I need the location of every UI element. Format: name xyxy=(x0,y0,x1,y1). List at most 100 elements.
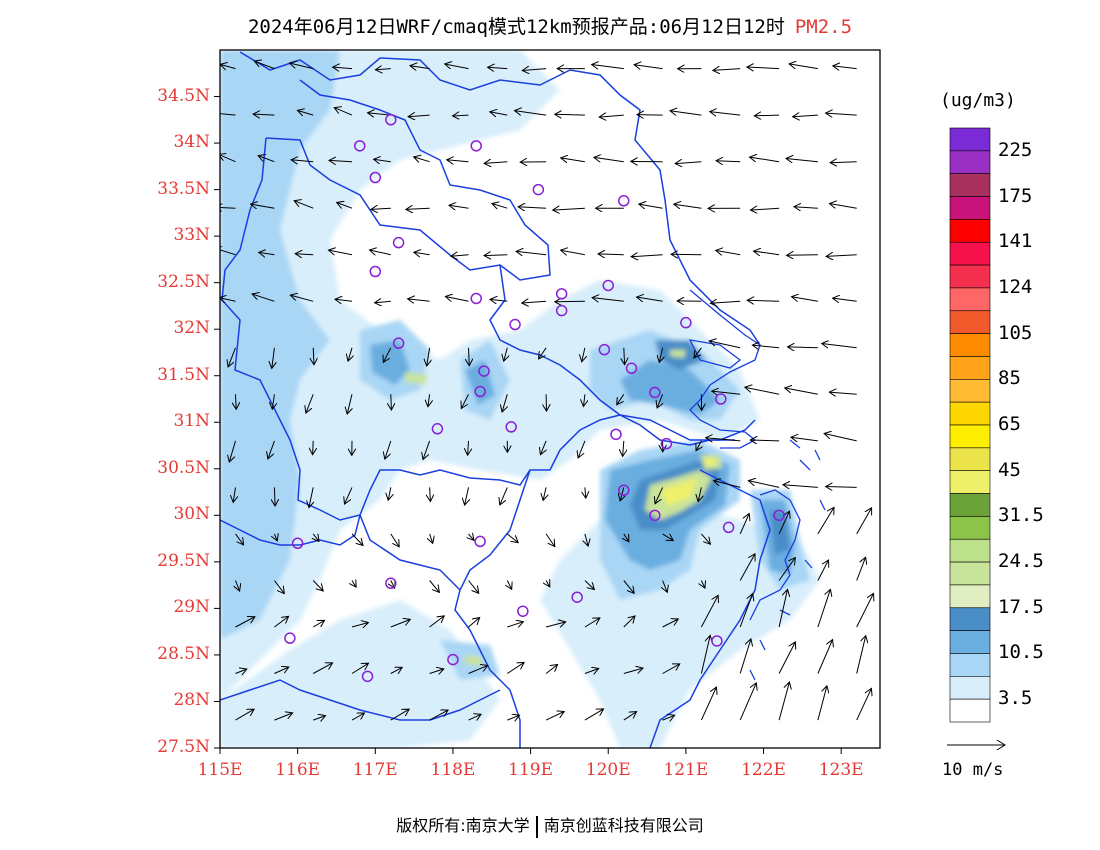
wind-arrow xyxy=(585,487,586,498)
wind-arrow xyxy=(329,160,353,161)
station-marker xyxy=(354,140,366,152)
wind-arrow xyxy=(312,663,332,674)
wind-arrow xyxy=(739,683,756,721)
wind-arrow xyxy=(555,114,585,115)
station-marker xyxy=(680,316,692,329)
station-marker xyxy=(392,337,405,349)
wind-arrow xyxy=(391,394,392,410)
wind-arrow xyxy=(833,298,857,301)
wind-arrow xyxy=(856,636,866,674)
lon-label: 115E xyxy=(197,760,243,780)
wind-arrow xyxy=(414,157,430,162)
wind-arrow xyxy=(368,113,391,115)
wind-arrow xyxy=(468,580,479,594)
wind-arrow xyxy=(274,534,277,541)
colorbar-segment xyxy=(949,447,991,471)
wind-arrow xyxy=(663,580,668,593)
wind-arrow xyxy=(490,299,508,301)
wind-arrow xyxy=(659,347,662,363)
wind-arrow xyxy=(739,514,749,535)
wind-arrow xyxy=(698,487,701,501)
footer-right: 南京创蓝科技有限公司 xyxy=(543,816,704,835)
colorbar-segment xyxy=(949,333,991,357)
wind-arrow xyxy=(406,208,430,209)
plot-frame xyxy=(219,49,881,749)
colorbar-label: 105 xyxy=(998,321,1033,344)
colorbar-segment xyxy=(949,584,991,609)
wind-arrow xyxy=(592,298,624,302)
wind-arrow xyxy=(783,485,818,488)
wind-arrow xyxy=(515,111,547,116)
wind-arrow xyxy=(545,622,566,627)
wind-arrow xyxy=(408,299,430,301)
wind-arrow xyxy=(488,67,508,68)
lon-label: 117E xyxy=(352,760,398,780)
wind-arrow xyxy=(229,440,236,462)
wind-arrow xyxy=(675,162,702,164)
wind-arrow xyxy=(624,347,625,365)
wind-arrow xyxy=(274,616,288,628)
colorbar-segment xyxy=(949,516,991,540)
station-marker xyxy=(722,521,735,534)
wind-arrow xyxy=(701,581,705,589)
wind-arrow xyxy=(706,438,741,441)
colorbar-segment xyxy=(949,310,991,334)
wind-arrow xyxy=(500,487,508,505)
colorbar-segment xyxy=(949,150,991,174)
colorbar xyxy=(949,127,991,723)
wind-arrow xyxy=(447,160,469,162)
colorbar-label: 225 xyxy=(998,138,1033,161)
wind-arrow xyxy=(297,110,314,115)
lat-label: 28.5N xyxy=(157,643,210,664)
wind-arrow xyxy=(408,115,430,117)
colorbar-segment xyxy=(949,196,991,220)
wind-arrow xyxy=(822,344,857,348)
wind-arrow xyxy=(423,440,431,460)
wind-arrow xyxy=(445,64,469,69)
wind-arrow xyxy=(236,580,240,592)
wind-arrow xyxy=(662,664,680,674)
station-marker xyxy=(532,183,545,196)
wind-arrow xyxy=(429,669,444,674)
wind-arrow xyxy=(313,534,319,541)
wind-arrow xyxy=(220,207,236,208)
wind-arrow xyxy=(233,487,235,502)
wind-arrow xyxy=(700,635,710,674)
station-marker xyxy=(660,437,673,450)
lon-label: 119E xyxy=(508,760,553,780)
wind-arrow xyxy=(312,580,323,592)
wind-arrow xyxy=(451,255,469,257)
wind-arrow xyxy=(788,347,818,348)
lat-label: 30.5N xyxy=(157,457,210,478)
footer-divider xyxy=(535,815,538,838)
wind-arrow xyxy=(655,487,664,503)
wind-arrow xyxy=(584,580,595,590)
footer-left: 版权所有:南京大学 xyxy=(396,816,530,835)
wind-arrow xyxy=(750,157,780,163)
wind-arrow xyxy=(465,487,469,505)
wind-arrow xyxy=(623,440,624,457)
lat-label: 33N xyxy=(173,225,210,246)
wind-arrow xyxy=(617,394,625,405)
wind-arrow xyxy=(856,688,872,721)
wind-arrow xyxy=(348,347,352,361)
wind-arrow xyxy=(662,715,675,720)
wind-arrow xyxy=(220,298,236,302)
station-marker xyxy=(361,670,374,683)
wind-arrow xyxy=(739,594,753,628)
lat-label: 34N xyxy=(173,132,210,153)
colorbar-segment xyxy=(949,356,991,380)
wind-arrow xyxy=(789,64,818,70)
wind-arrow xyxy=(829,392,857,394)
wind-arrow xyxy=(351,533,363,546)
wind-arrow xyxy=(313,347,314,365)
colorbar-label: 175 xyxy=(998,184,1033,207)
station-marker xyxy=(517,605,529,617)
wind-arrow xyxy=(599,115,624,117)
wind-arrow xyxy=(694,347,702,358)
station-marker xyxy=(618,195,630,207)
wind-arrow xyxy=(294,201,314,209)
wind-arrow xyxy=(716,250,741,254)
wind-arrow xyxy=(333,67,353,69)
lon-label: 122E xyxy=(741,760,786,780)
